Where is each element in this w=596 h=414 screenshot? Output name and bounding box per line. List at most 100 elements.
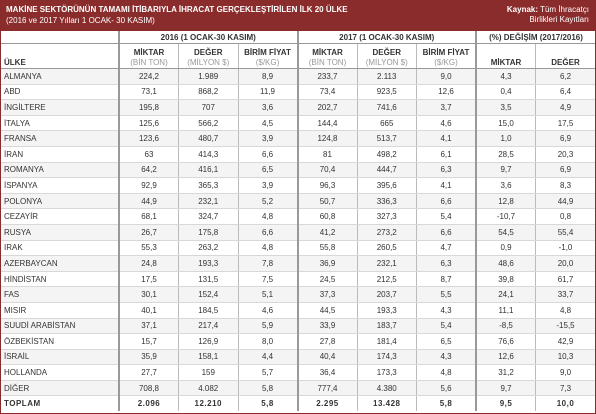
column-name: BİRİM FİYAT bbox=[422, 48, 470, 57]
value-cell: 6,5 bbox=[237, 162, 298, 179]
value-cell: 44,9 bbox=[118, 193, 179, 210]
value-cell: 6,6 bbox=[237, 146, 298, 163]
value-cell: 3,9 bbox=[237, 177, 298, 194]
value-cell: 96,3 bbox=[296, 177, 357, 194]
value-cell: 4,3 bbox=[416, 302, 476, 319]
value-cell: 10,0 bbox=[535, 395, 595, 412]
value-cell: 4,8 bbox=[237, 208, 298, 225]
value-cell: 81 bbox=[296, 146, 357, 163]
value-cell: 20,0 bbox=[535, 255, 595, 272]
data-row: HOLLANDA 27,7 159 5,7 36,4 173,3 4,8 31,2 9,0 bbox=[1, 364, 595, 381]
value-cell: 184,5 bbox=[178, 302, 238, 319]
value-cell: 55,3 bbox=[118, 240, 179, 257]
value-cell: 5,8 bbox=[237, 395, 298, 412]
value-cell: 1.989 bbox=[178, 68, 238, 85]
value-cell: 5,9 bbox=[237, 318, 298, 335]
value-cell: 36,9 bbox=[296, 255, 357, 272]
value-cell: 212,5 bbox=[356, 271, 417, 288]
value-cell: 40,4 bbox=[296, 349, 357, 366]
value-cell: 6,9 bbox=[535, 162, 595, 179]
value-cell: 4,7 bbox=[416, 240, 476, 257]
column-header: MİKTAR (BİN TON) bbox=[118, 43, 179, 69]
value-cell: 55,4 bbox=[535, 224, 595, 241]
value-cell: 61,7 bbox=[535, 271, 595, 288]
value-cell: 24,1 bbox=[475, 286, 536, 303]
value-cell: 124,8 bbox=[296, 130, 357, 147]
value-cell: 159 bbox=[178, 364, 238, 381]
value-cell: 923,5 bbox=[356, 84, 417, 101]
data-row: İSRAİL 35,9 158,1 4,4 40,4 174,3 4,3 12,6 10,3 bbox=[1, 349, 595, 366]
column-header: DEĞER (MİLYON $) bbox=[178, 43, 238, 69]
column-unit: ($/KG) bbox=[255, 58, 280, 67]
value-cell: 41,2 bbox=[296, 224, 357, 241]
value-cell: 4,4 bbox=[237, 349, 298, 366]
value-cell: 6,3 bbox=[416, 162, 476, 179]
value-cell: 2.295 bbox=[296, 395, 357, 412]
value-cell: 73,4 bbox=[296, 84, 357, 101]
value-cell: 17,5 bbox=[118, 271, 179, 288]
value-cell: 203,7 bbox=[356, 286, 417, 303]
value-cell: 35,9 bbox=[118, 349, 179, 366]
value-cell: 50,7 bbox=[296, 193, 357, 210]
value-cell: 4,8 bbox=[535, 302, 595, 319]
value-cell: -10,7 bbox=[475, 208, 536, 225]
value-cell: 5,5 bbox=[416, 286, 476, 303]
value-cell: 12,6 bbox=[475, 349, 536, 366]
value-cell: 10,3 bbox=[535, 349, 595, 366]
value-cell: 183,7 bbox=[356, 318, 417, 335]
data-row: IRAK 55,3 263,2 4,8 55,8 260,5 4,7 0,9 -1,0 bbox=[1, 240, 595, 257]
value-cell: 5,2 bbox=[237, 193, 298, 210]
value-cell: 6,4 bbox=[535, 84, 595, 101]
value-cell: 4,6 bbox=[237, 302, 298, 319]
value-cell: 5,4 bbox=[416, 318, 476, 335]
column-name: MİKTAR bbox=[490, 58, 522, 67]
country-cell: CEZAYİR bbox=[1, 208, 119, 225]
value-cell: 7,8 bbox=[237, 255, 298, 272]
country-cell: AZERBAYCAN bbox=[1, 255, 119, 272]
source-label: Kaynak: bbox=[506, 5, 539, 14]
value-cell: 6,6 bbox=[416, 224, 476, 241]
data-row: FAS 30,1 152,4 5,1 37,3 203,7 5,5 24,1 33,7 bbox=[1, 286, 595, 303]
data-row: İNGİLTERE 195,8 707 3,6 202,7 741,6 3,7 3,5 4,9 bbox=[1, 99, 595, 116]
column-name: MİKTAR bbox=[312, 48, 343, 57]
value-cell: 92,9 bbox=[118, 177, 179, 194]
country-cell: ABD bbox=[1, 84, 119, 101]
value-cell: 15,7 bbox=[118, 333, 179, 350]
value-cell: 3,5 bbox=[475, 99, 536, 116]
column-unit: (BİN TON) bbox=[130, 58, 168, 67]
country-cell: ALMANYA bbox=[1, 68, 119, 85]
country-cell: RUSYA bbox=[1, 224, 119, 241]
value-cell: 6,3 bbox=[416, 255, 476, 272]
value-cell: 9,7 bbox=[475, 380, 536, 397]
value-cell: 6,2 bbox=[535, 68, 595, 85]
data-row: İRAN 63 414,3 6,6 81 498,2 6,1 28,5 20,3 bbox=[1, 146, 595, 163]
country-cell: FAS bbox=[1, 286, 119, 303]
value-cell: 15,0 bbox=[475, 115, 536, 132]
value-cell: 20,3 bbox=[535, 146, 595, 163]
value-cell: 6,5 bbox=[416, 333, 476, 350]
column-header-row: ÜLKE MİKTAR (BİN TON) DEĞER (MİLYON $) BİRİM … bbox=[1, 43, 595, 69]
value-cell: 193,3 bbox=[178, 255, 238, 272]
source-text: Tüm İhracatçı bbox=[540, 5, 589, 14]
value-cell: 365,3 bbox=[178, 177, 238, 194]
value-cell: 17,5 bbox=[535, 115, 595, 132]
column-name: DEĞER bbox=[551, 58, 580, 67]
value-cell: 28,5 bbox=[475, 146, 536, 163]
value-cell: 513,7 bbox=[356, 130, 417, 147]
value-cell: 273,2 bbox=[356, 224, 417, 241]
value-cell: 260,5 bbox=[356, 240, 417, 257]
data-row: RUSYA 26,7 175,8 6,6 41,2 273,2 6,6 54,5 55,4 bbox=[1, 224, 595, 241]
value-cell: 777,4 bbox=[296, 380, 357, 397]
country-cell: ÖZBEKİSTAN bbox=[1, 333, 119, 350]
value-cell: 7,3 bbox=[535, 380, 595, 397]
value-cell: 224,2 bbox=[118, 68, 179, 85]
group-header: 2017 (1 OCAK-30 KASIM) bbox=[296, 31, 476, 44]
source-text: Birlikleri Kayıtları bbox=[529, 15, 589, 24]
value-cell: 60,8 bbox=[296, 208, 357, 225]
value-cell: 44,9 bbox=[535, 193, 595, 210]
column-name: DEĞER bbox=[372, 48, 401, 57]
data-row: ÖZBEKİSTAN 15,7 126,9 8,0 27,8 181,4 6,5 76,6 42… bbox=[1, 333, 595, 350]
group-header: 2016 (1 OCAK-30 KASIM) bbox=[118, 31, 298, 44]
value-cell: 68,1 bbox=[118, 208, 179, 225]
value-cell: 416,1 bbox=[178, 162, 238, 179]
